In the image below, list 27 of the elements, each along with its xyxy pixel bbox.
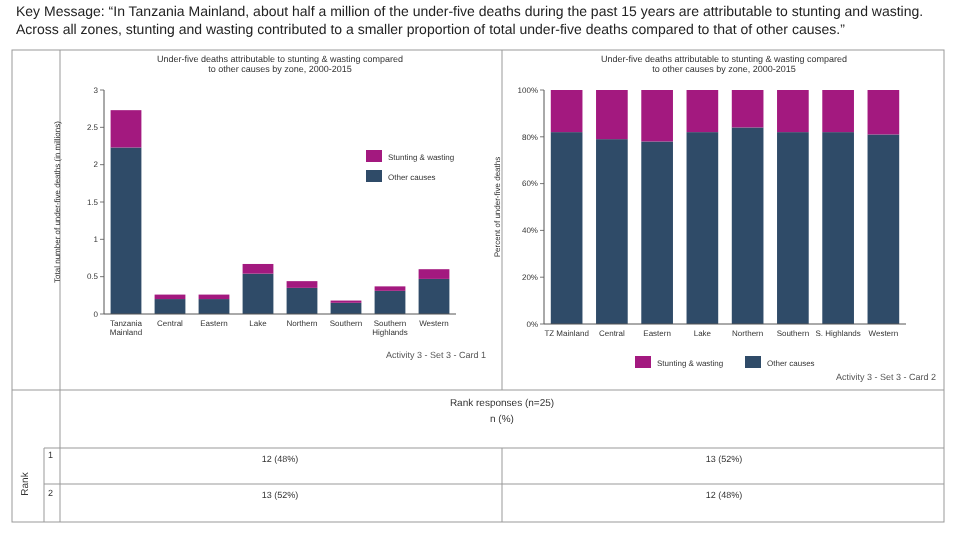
bar — [596, 90, 628, 140]
bar — [686, 90, 719, 133]
bar — [867, 134, 900, 324]
bar — [641, 90, 673, 142]
bar — [822, 132, 854, 324]
bar — [550, 132, 583, 324]
bar — [286, 281, 318, 288]
bar — [777, 132, 809, 324]
bar — [374, 290, 406, 314]
bar — [731, 90, 764, 128]
bar — [596, 139, 628, 324]
bar — [777, 90, 809, 133]
bar — [641, 141, 673, 324]
bar — [418, 269, 450, 279]
bar — [110, 110, 142, 148]
bar — [242, 273, 274, 314]
bar — [110, 147, 142, 314]
bar — [550, 90, 583, 133]
bar — [286, 287, 318, 314]
bar — [731, 127, 764, 324]
bar — [198, 299, 230, 314]
bar — [686, 132, 719, 324]
bar — [867, 90, 900, 135]
bar — [418, 278, 450, 314]
bar — [242, 263, 274, 274]
bar — [154, 299, 186, 314]
bar — [822, 90, 854, 133]
